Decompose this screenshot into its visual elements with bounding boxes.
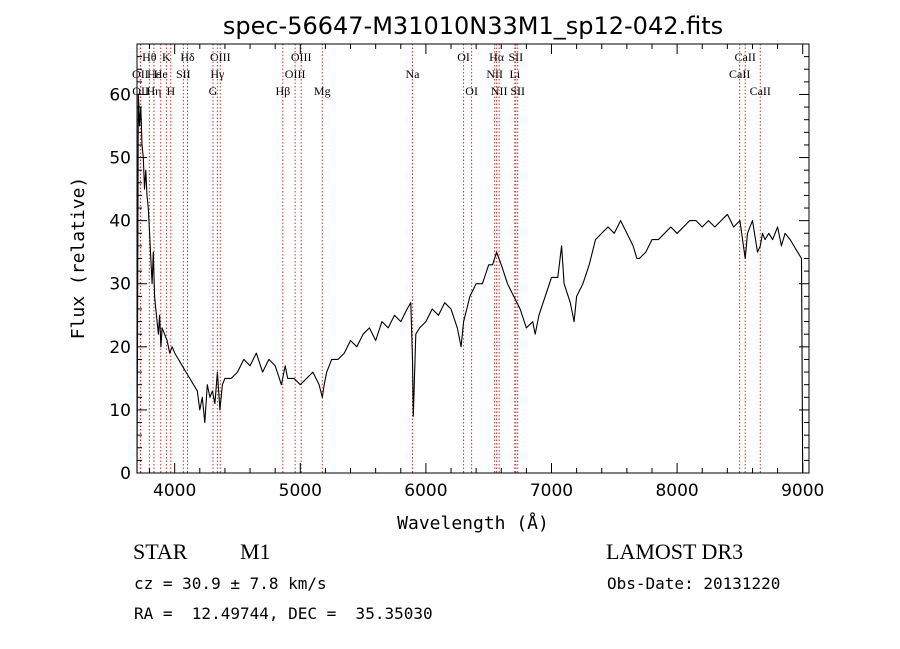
line-marker-label-21: SII [508, 50, 523, 64]
line-marker-label-19: OI [465, 84, 478, 98]
line-marker-label-27: CaII [729, 67, 750, 81]
line-marker-label-6: K [162, 50, 171, 64]
line-marker-label-12: G [209, 84, 218, 98]
spectrum-line [136, 93, 804, 474]
class-label: STAR [133, 539, 188, 564]
line-marker-label-0: Hθ [142, 50, 157, 64]
chart-title: spec-56647-M31010N33M1_sp12-042.fits [223, 12, 723, 40]
spectrum-series [136, 93, 804, 474]
coordinates: RA = 12.49744, DEC = 35.35030 [134, 604, 433, 623]
x-axis-ticks: 4000 5000 6000 7000 8000 9000 [149, 44, 824, 501]
line-marker-label-9: Hδ [180, 50, 195, 64]
line-marker-label-14: OIII [285, 67, 306, 81]
line-marker-label-5: He [154, 67, 168, 81]
line-marker-label-2: Hε [147, 67, 161, 81]
y-tick-label-6: 60 [109, 85, 131, 105]
line-marker-label-28: CaII [750, 84, 771, 98]
line-marker-label-18: OI [457, 50, 470, 64]
y-tick-label-5: 50 [109, 149, 131, 169]
line-marker-label-1: OII [132, 67, 149, 81]
x-axis-label: Wavelength (Å) [397, 512, 549, 534]
line-marker-label-17: Na [405, 67, 420, 81]
x-tick-label-4: 8000 [655, 481, 698, 501]
x-tick-label-1: 5000 [279, 481, 322, 501]
line-marker-label-26: CaII [735, 50, 756, 64]
y-tick-label-4: 40 [109, 212, 131, 232]
line-marker-label-25: SII [510, 84, 525, 98]
x-tick-label-5: 9000 [781, 481, 824, 501]
line-marker-label-13: OIII [291, 50, 312, 64]
y-tick-label-2: 20 [109, 338, 131, 358]
line-marker-label-23: Li [509, 67, 520, 81]
line-marker-label-22: NII [486, 67, 503, 81]
line-marker-label-11: Hγ [210, 67, 225, 81]
observation-date: Obs-Date: 20131220 [607, 574, 781, 593]
plot-frame [136, 43, 810, 474]
x-tick-label-0: 4000 [153, 481, 196, 501]
y-axis-ticks: 0 10 20 30 40 50 60 [109, 56, 809, 484]
line-marker-label-10: OIII [210, 50, 231, 64]
x-tick-label-2: 6000 [404, 481, 447, 501]
y-tick-label-0: 0 [120, 464, 131, 484]
y-axis-label: Flux (relative) [68, 177, 89, 340]
x-tick-label-3: 7000 [530, 481, 573, 501]
survey-label: LAMOST DR3 [606, 539, 744, 564]
y-tick-label-3: 30 [109, 275, 131, 295]
line-marker-label-7: SII [176, 67, 191, 81]
line-marker-label-16: Mg [314, 84, 331, 98]
line-marker-label-24: NII [491, 84, 508, 98]
subclass-label: M1 [240, 539, 271, 564]
redshift-velocity: cz = 30.9 ± 7.8 km/s [134, 574, 327, 593]
line-marker-label-20: Hα [489, 50, 505, 64]
y-tick-label-1: 10 [109, 401, 131, 421]
line-marker-label-4: Hη [146, 84, 161, 98]
line-marker-label-15: Hβ [275, 84, 290, 98]
line-marker-label-8: H [166, 84, 175, 98]
